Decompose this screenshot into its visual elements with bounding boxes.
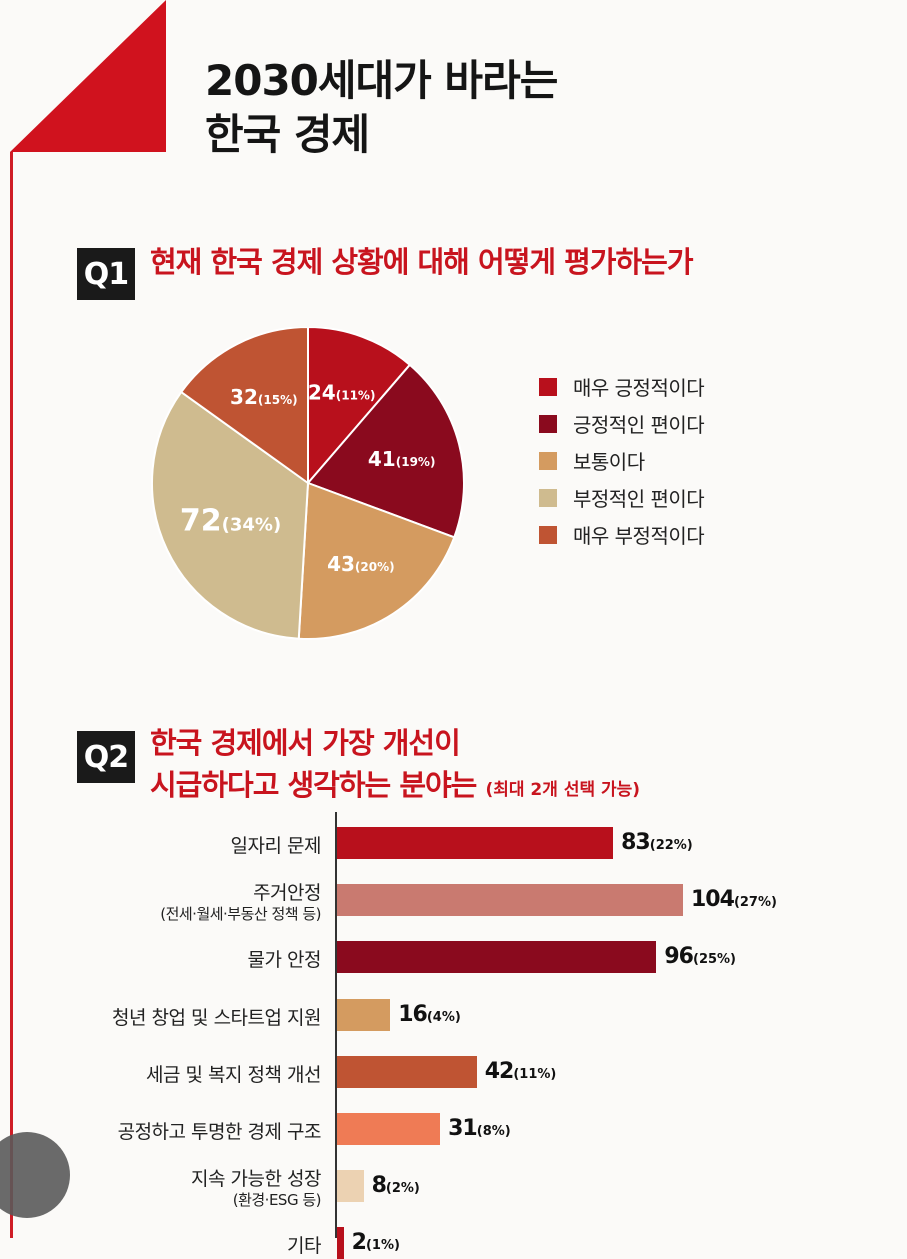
bar-axis	[335, 812, 337, 1238]
q2-note: (최대 2개 선택 가능)	[485, 780, 641, 800]
bar-value-label: 83(22%)	[621, 830, 693, 855]
bar-category-label: 청년 창업 및 스타트업 지원	[112, 1003, 321, 1030]
pie-slice-label: 32(15%)	[230, 385, 298, 409]
pie-slice	[306, 363, 465, 539]
bar-category-text: 공정하고 투명한 경제 구조	[117, 1121, 322, 1143]
bar-category-text: 지속 가능한 성장	[191, 1168, 321, 1191]
legend-item: 보통이다	[539, 442, 704, 479]
legend-item: 부정적인 편이다	[539, 479, 705, 516]
bar-category-label: 세금 및 복지 정책 개선	[146, 1060, 321, 1087]
q2-question-line-2: 시급하다고 생각하는 분야는	[150, 768, 477, 802]
bar-category-label: 물가 안정	[247, 945, 322, 972]
bar	[337, 941, 657, 974]
legend-swatch	[539, 525, 557, 544]
bar-category-label: 기타	[287, 1231, 321, 1258]
q2-badge: Q2	[77, 731, 135, 783]
bar-value-label: 96(25%)	[664, 944, 736, 970]
bar	[337, 1170, 364, 1203]
bar-category-label: 공정하고 투명한 경제 구조	[117, 1117, 322, 1144]
bar-category-text: 주거안정	[253, 882, 321, 905]
bar-value-label: 16(4%)	[398, 1001, 461, 1027]
legend-swatch	[539, 488, 557, 507]
pie-slice	[151, 390, 310, 640]
legend-item: 매우 부정적이다	[539, 516, 705, 553]
bar-category-label: 주거안정 (전세·월세·부동산 정책 등)	[160, 878, 321, 923]
bar	[337, 1055, 477, 1088]
legend-swatch	[539, 451, 557, 470]
q1-badge: Q1	[77, 248, 135, 300]
q2-question: 한국 경제에서 가장 개선이 시급하다고 생각하는 분야는 (최대 2개 선택 …	[150, 722, 640, 811]
lens-overlay-icon[interactable]	[0, 1132, 70, 1218]
pie-slice	[297, 481, 456, 640]
corner-triangle	[10, 0, 166, 152]
legend-label: 긍정적인 편이다	[573, 413, 705, 437]
q2-question-line-1: 한국 경제에서 가장 개선이	[150, 726, 461, 760]
bar	[337, 1227, 344, 1259]
bar-value-label: 42(11%)	[484, 1058, 557, 1084]
bar	[337, 827, 614, 859]
bar-category-subtext: (환경·ESG 등)	[232, 1191, 322, 1210]
legend-label: 매우 부정적이다	[573, 524, 705, 548]
legend-swatch	[539, 414, 557, 433]
title-line-1: 2030세대가 바라는	[205, 56, 558, 105]
pie-chart: 24(11%) 41(19%) 43(20%) 72(34%) 32(15%)	[151, 327, 465, 640]
legend-label: 보통이다	[573, 450, 645, 474]
bar-value-label: 8(2%)	[371, 1173, 420, 1199]
pie-slice	[307, 327, 412, 486]
legend-item: 긍정적인 편이다	[539, 405, 705, 442]
left-accent-line	[10, 152, 13, 1238]
bar-category-text: 세금 및 복지 정책 개선	[146, 1063, 321, 1086]
pie-slice-label: 72(34%)	[180, 503, 281, 538]
bar-category-text: 일자리 문제	[230, 835, 322, 857]
title-line-2: 한국 경제	[205, 110, 370, 159]
pie-slice	[179, 327, 309, 485]
bar	[337, 1113, 441, 1145]
pie-slice-label: 43(20%)	[327, 552, 395, 576]
legend-label: 부정적인 편이다	[573, 487, 705, 511]
q1-question: 현재 한국 경제 상황에 대해 어떻게 평가하는가	[150, 245, 693, 279]
bar-category-text: 청년 창업 및 스타트업 지원	[112, 1006, 321, 1029]
bar-category-subtext: (전세·월세·부동산 정책 등)	[160, 905, 321, 924]
bar-value-label: 2(1%)	[351, 1230, 400, 1256]
bar-category-label: 일자리 문제	[230, 831, 322, 858]
bar-category-text: 기타	[287, 1235, 321, 1258]
bar-category-label: 지속 가능한 성장 (환경·ESG 등)	[191, 1164, 321, 1209]
legend-item: 매우 긍정적이다	[539, 368, 705, 405]
bar-category-text: 물가 안정	[247, 949, 322, 972]
bar	[337, 884, 683, 917]
pie-slice-label: 41(19%)	[368, 447, 436, 471]
bar-value-label: 104(27%)	[691, 887, 777, 913]
pie-slice-label: 24(11%)	[308, 380, 376, 404]
legend-label: 매우 긍정적이다	[573, 376, 705, 400]
bar	[337, 998, 391, 1031]
legend-swatch	[539, 377, 557, 396]
bar-value-label: 31(8%)	[448, 1116, 511, 1141]
page-title: 2030세대가 바라는 한국 경제	[205, 54, 558, 162]
